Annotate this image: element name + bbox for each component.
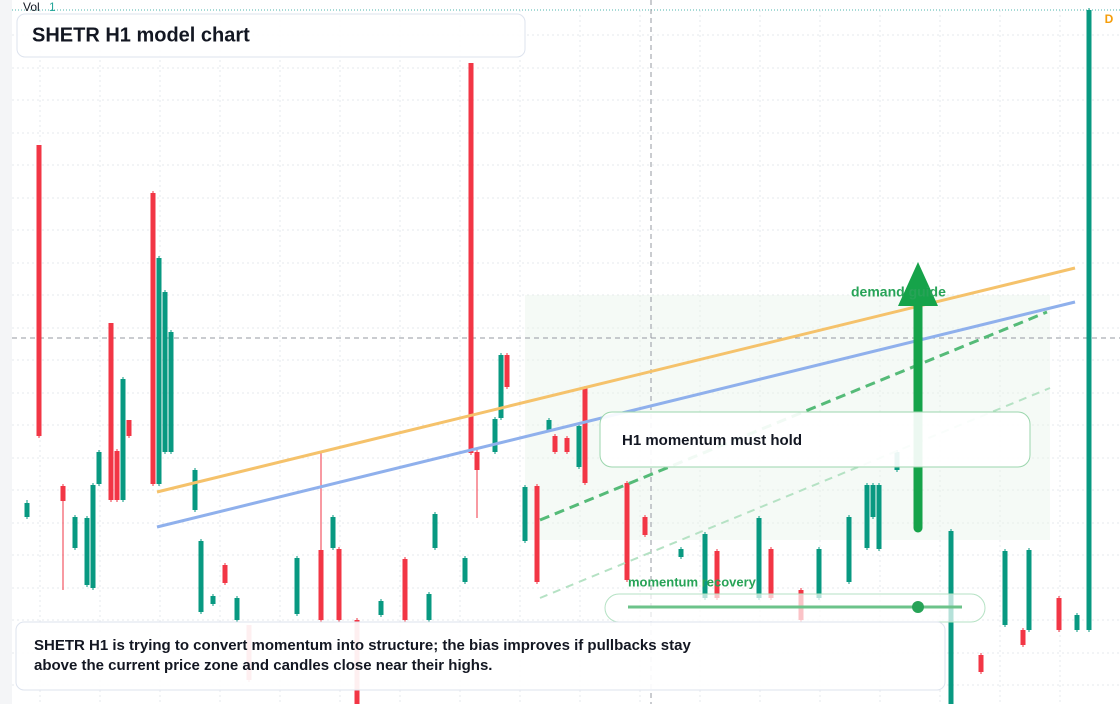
candle-body [378,601,384,615]
chart-title: SHETR H1 model chart [32,24,250,46]
candle-body [426,594,432,620]
candle-body [1026,550,1032,630]
candle-body [642,517,648,535]
candle-body [1074,615,1080,630]
candle-body [108,323,114,500]
candle-body [168,332,174,452]
title-box [16,13,526,58]
candle-body [1002,551,1008,625]
candle-body [504,355,510,387]
candle-body [756,518,762,598]
candle-body [24,503,30,517]
candle-body [702,534,708,598]
arrow-head [898,262,938,306]
candle-body [768,549,774,598]
candle-body [546,420,552,430]
candle-body [402,559,408,620]
candle-body [462,558,468,582]
interval-badge: D [1105,12,1114,26]
candle-body [582,388,588,483]
candle-body [492,419,498,452]
candle-body [576,426,582,467]
candle-body [1086,10,1092,630]
candle-body [90,485,96,588]
note: SHETR H1 is trying to convert momentum i… [34,637,691,674]
candle-body [522,487,528,541]
dashed-guide-light [539,387,1051,599]
candle-body [150,193,156,484]
candle-body [714,551,720,598]
candle-body [1020,630,1026,645]
candle-body [96,452,102,484]
recovery-dot [912,601,924,613]
annotation: demand guide [851,284,946,300]
candle-body [498,355,504,418]
candle-body [552,436,558,452]
annotation: momentum recovery [628,574,757,589]
badge [1101,12,1117,28]
background-grid [12,10,1120,704]
candle-body [978,655,984,672]
note-wrap: SHETR H1 is trying to convert momentum i… [34,637,691,674]
candle-body [1056,598,1062,630]
callout-box [599,411,1031,468]
candle-body [126,420,132,436]
candle-body [870,485,876,517]
candle-body [678,549,684,557]
candle-body [156,258,162,484]
candle-body [36,145,42,436]
candle-body [60,486,66,501]
candle-body [234,598,240,620]
note-box [15,621,946,691]
candle-body [474,452,480,470]
volume-value: 1 [49,0,56,14]
volume-label: Vol [23,0,40,14]
candle-body [294,558,300,614]
candle-body [864,485,870,548]
candle-body [432,514,438,548]
left-strip [0,0,12,704]
candle-body [222,565,228,583]
callout-text: H1 momentum must hold [622,432,802,449]
candle-body [336,549,342,620]
candle-body [198,541,204,612]
candle-body [120,379,126,500]
candle-body [84,518,90,585]
candle-body [876,485,882,549]
candle-body [468,63,474,453]
candle-body [318,550,324,620]
candle-body [330,517,336,548]
candle-body [624,483,630,580]
candle-body [846,517,852,582]
candle-body [564,438,570,452]
candle-body [534,486,540,582]
candle-body [114,451,120,500]
candle-body [162,292,168,452]
candle-body [210,596,216,604]
candle-body [816,549,822,598]
candle-body [72,517,78,548]
candle-body [192,470,198,510]
candles [24,8,1092,704]
